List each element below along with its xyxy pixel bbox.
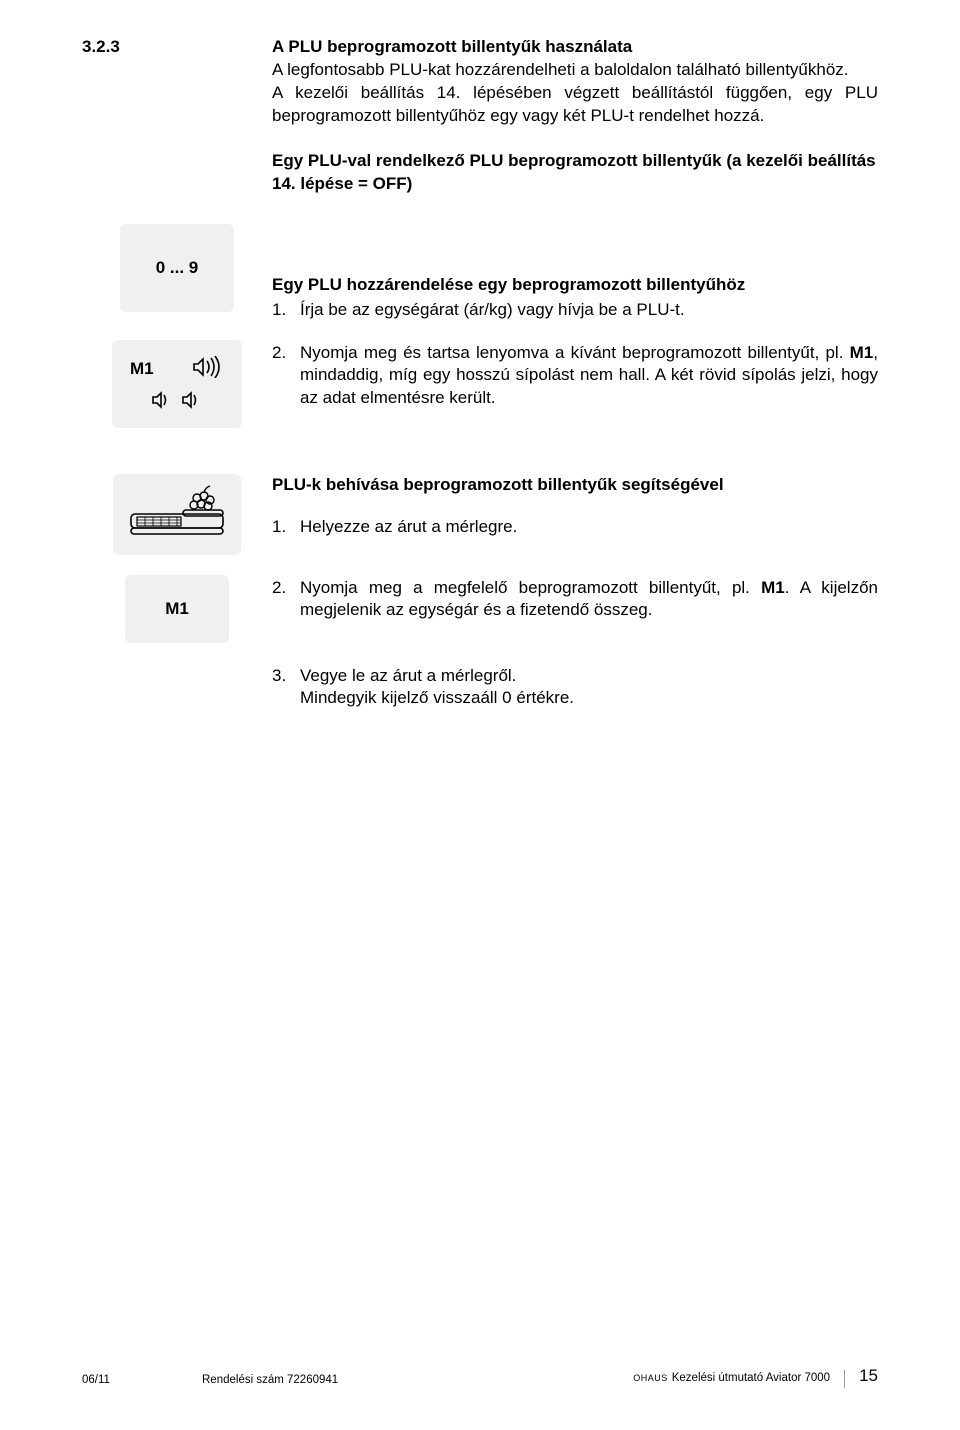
step3b: Mindegyik kijelző visszaáll 0 értékre.	[300, 688, 574, 707]
list-number: 2.	[272, 342, 300, 411]
block-a-title: Egy PLU hozzárendelése egy beprogramozot…	[272, 274, 878, 297]
footer-date: 06/11	[82, 1374, 110, 1386]
key-badge-m1-2: M1	[125, 575, 229, 643]
block-d-step2-text: Nyomja meg a megfelelő beprogramozott bi…	[300, 577, 878, 623]
step2-bold: M1	[850, 343, 874, 362]
block-b-step2-text: Nyomja meg és tartsa lenyomva a kívánt b…	[300, 342, 878, 411]
key-label-0-9: 0 ... 9	[156, 258, 199, 277]
key-label-m1: M1	[130, 359, 154, 379]
block-a-row: 0 ... 9 Egy PLU hozzárendelése egy bepro…	[82, 218, 878, 322]
key-label-m1-2: M1	[165, 599, 189, 618]
section-intro-1: A legfontosabb PLU-kat hozzárendelheti a…	[272, 59, 878, 82]
speaker-short-icon	[181, 391, 203, 414]
block-d-body: 2. Nyomja meg a megfelelő beprogramozott…	[272, 575, 878, 623]
block-c-step1-text: Helyezze az árut a mérlegre.	[300, 516, 878, 539]
step3a: Vegye le az árut a mérlegről.	[300, 666, 516, 685]
list-number: 1.	[272, 516, 300, 539]
step2d-bold: M1	[761, 578, 785, 597]
section-note-bold: Egy PLU-val rendelkező PLU beprogramozot…	[272, 150, 878, 196]
block-b-row: M1	[82, 340, 878, 428]
section-intro-2: A kezelői beállítás 14. lépésében végzet…	[272, 82, 878, 128]
block-c-title: PLU-k behívása beprogramozott billentyűk…	[272, 474, 878, 497]
block-b-step2: 2. Nyomja meg és tartsa lenyomva a kíván…	[272, 342, 878, 411]
key-cell-m1-2: M1	[82, 575, 272, 643]
speaker-short-icon	[151, 391, 173, 414]
block-d-step2: 2. Nyomja meg a megfelelő beprogramozott…	[272, 577, 878, 623]
block-e-step3-text: Vegye le az árut a mérlegről. Mindegyik …	[300, 665, 878, 711]
scale-cell	[82, 474, 272, 555]
block-e-step3: 3. Vegye le az árut a mérlegről. Mindegy…	[272, 665, 878, 711]
key-cell-0-9: 0 ... 9	[82, 218, 272, 312]
block-a-body: Egy PLU hozzárendelése egy beprogramozot…	[272, 218, 878, 322]
block-e-row: 3. Vegye le az árut a mérlegről. Mindegy…	[82, 663, 878, 711]
block-b-body: 2. Nyomja meg és tartsa lenyomva a kíván…	[272, 340, 878, 411]
section-number-cell: 3.2.3	[82, 36, 272, 59]
scale-icon	[127, 527, 227, 544]
footer-right: OHAUS Kezelési útmutató Aviator 7000 15	[633, 1366, 878, 1386]
block-a-step1-text: Írja be az egységárat (ár/kg) vagy hívja…	[300, 299, 878, 322]
footer-order-no: Rendelési szám 72260941	[202, 1374, 338, 1386]
key-badge-0-9: 0 ... 9	[120, 224, 235, 312]
step2-pre: Nyomja meg és tartsa lenyomva a kívánt b…	[300, 343, 850, 362]
list-number: 1.	[272, 299, 300, 322]
footer-separator	[844, 1370, 845, 1388]
key-badge-m1: M1	[112, 340, 242, 428]
section-number: 3.2.3	[82, 37, 120, 56]
footer-page-number: 15	[859, 1366, 878, 1386]
block-c-body: PLU-k behívása beprogramozott billentyűk…	[272, 474, 878, 540]
key-cell-m1: M1	[82, 340, 272, 428]
section-header-row: 3.2.3 A PLU beprogramozott billentyűk ha…	[82, 36, 878, 196]
step2d-pre: Nyomja meg a megfelelő beprogramozott bi…	[300, 578, 761, 597]
block-d-row: M1 2. Nyomja meg a megfelelő beprogramoz…	[82, 575, 878, 643]
block-c-step1: 1. Helyezze az árut a mérlegre.	[272, 516, 878, 539]
speaker-long-icon	[192, 356, 224, 383]
list-number: 2.	[272, 577, 300, 623]
block-c-row: PLU-k behívása beprogramozott billentyűk…	[82, 474, 878, 555]
block-e-body: 3. Vegye le az árut a mérlegről. Mindegy…	[272, 663, 878, 711]
block-a-step1: 1. Írja be az egységárat (ár/kg) vagy hí…	[272, 299, 878, 322]
footer-brand: OHAUS	[633, 1373, 668, 1383]
section-title: A PLU beprogramozott billentyűk használa…	[272, 36, 878, 59]
scale-badge	[113, 474, 241, 555]
page-footer: 06/11 Rendelési szám 72260941 OHAUS Keze…	[82, 1368, 878, 1386]
section-body: A PLU beprogramozott billentyűk használa…	[272, 36, 878, 196]
footer-doc-title: Kezelési útmutató Aviator 7000	[672, 1372, 830, 1384]
document-page: 3.2.3 A PLU beprogramozott billentyűk ha…	[0, 0, 960, 1430]
list-number: 3.	[272, 665, 300, 711]
